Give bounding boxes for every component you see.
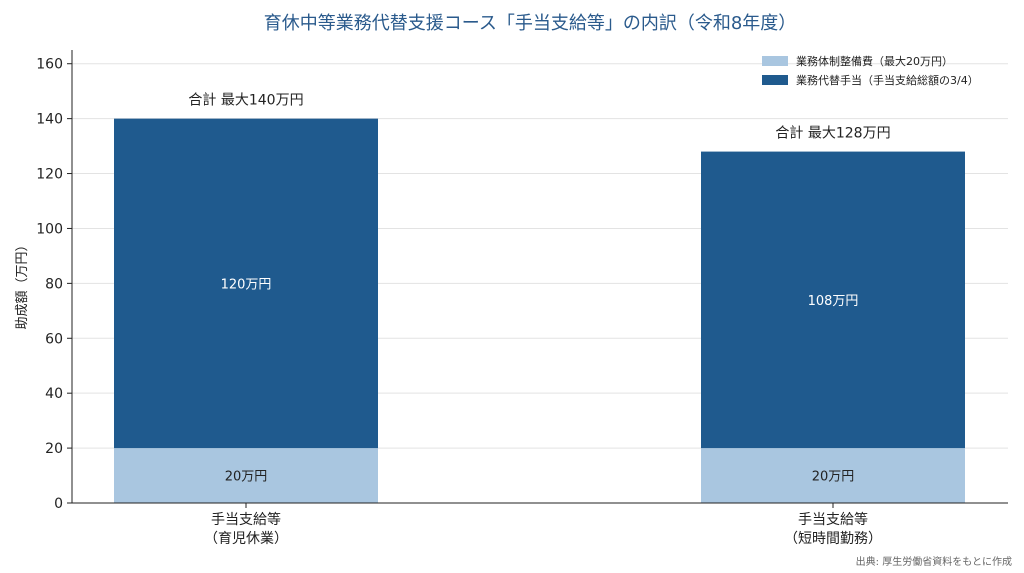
y-tick-label: 80 <box>45 276 63 292</box>
y-tick-label: 40 <box>45 386 63 402</box>
bar-segment <box>114 448 378 503</box>
bar-value-label: 120万円 <box>221 277 272 292</box>
bar-segment <box>114 118 378 449</box>
axes: 0 20 40 60 80 100 120 140 160 手当支給等 （育児休業） 手当支給等 （短時… <box>36 50 1008 547</box>
x-category-label: 手当支給等 <box>211 511 281 528</box>
labels: 20万円 120万円 合計 最大140万円 20万円 108万円 合計 最大128万円 <box>188 93 890 485</box>
source-note: 出典: 厚生労働省資料をもとに作成 <box>856 555 1012 568</box>
y-tick-label: 60 <box>45 331 63 347</box>
x-category-sublabel: （育児休業） <box>204 531 288 547</box>
legend-label: 業務代替手当（手当支給総額の3/4） <box>796 73 979 87</box>
legend-swatch <box>762 75 788 85</box>
y-tick-label: 140 <box>36 112 63 128</box>
legend-label: 業務体制整備費（最大20万円） <box>796 54 953 68</box>
bar-value-label: 20万円 <box>225 470 268 485</box>
bars <box>114 118 965 503</box>
y-axis-label: 助成額（万円） <box>15 238 30 329</box>
x-category-label: 手当支給等 <box>798 511 868 528</box>
bar-value-label: 20万円 <box>812 470 855 485</box>
legend: 業務体制整備費（最大20万円） 業務代替手当（手当支給総額の3/4） <box>762 54 979 87</box>
bar-segment <box>701 448 965 503</box>
chart-title: 育休中等業務代替支援コース「手当支給等」の内訳（令和8年度） <box>264 13 797 34</box>
y-tick-label: 100 <box>36 221 63 237</box>
x-category-sublabel: （短時間勤務） <box>784 531 882 547</box>
y-tick-label: 0 <box>54 496 63 512</box>
bar-total-label: 合計 最大128万円 <box>775 126 890 142</box>
bar-value-label: 108万円 <box>808 294 859 309</box>
y-tick-label: 160 <box>36 57 63 73</box>
y-tick-label: 20 <box>45 441 63 457</box>
y-tick-label: 120 <box>36 167 63 183</box>
bar-total-label: 合計 最大140万円 <box>188 93 303 109</box>
bar-segment <box>701 151 965 449</box>
legend-swatch <box>762 56 788 66</box>
